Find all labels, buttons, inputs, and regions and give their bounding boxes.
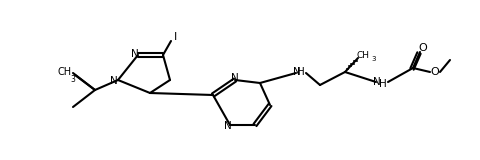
Text: CH: CH <box>58 67 72 77</box>
Text: O: O <box>431 67 439 77</box>
Text: N: N <box>110 76 118 86</box>
Text: O: O <box>419 43 427 53</box>
Text: N: N <box>231 73 239 83</box>
Text: H: H <box>379 79 387 89</box>
Text: N: N <box>224 121 232 131</box>
Text: 3: 3 <box>371 56 375 62</box>
Text: I: I <box>173 32 177 42</box>
Text: N: N <box>373 77 381 87</box>
Text: 3: 3 <box>71 75 75 84</box>
Text: CH: CH <box>357 51 370 60</box>
Text: N: N <box>131 49 139 59</box>
Text: H: H <box>297 67 305 77</box>
Text: N: N <box>293 67 301 77</box>
